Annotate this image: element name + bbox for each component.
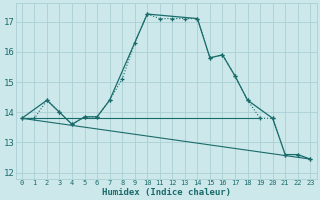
X-axis label: Humidex (Indice chaleur): Humidex (Indice chaleur) (101, 188, 231, 197)
